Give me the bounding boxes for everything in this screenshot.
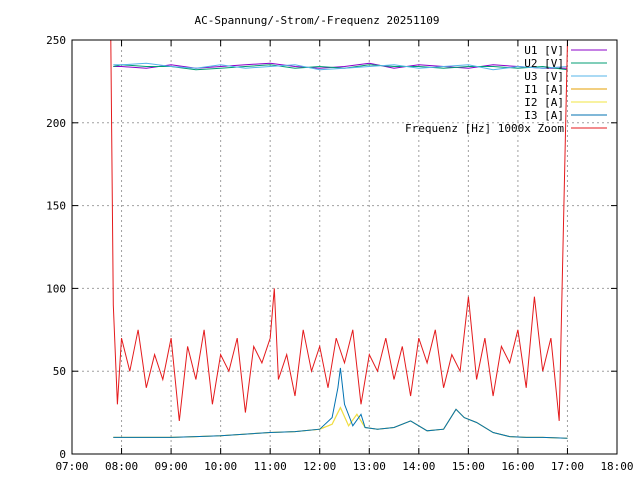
legend-label-frequenz-hz-1000x-zoom: Frequenz [Hz] 1000x Zoom xyxy=(405,122,564,135)
x-tick-label: 07:00 xyxy=(55,460,88,473)
x-tick-label: 17:00 xyxy=(551,460,584,473)
plot-frame xyxy=(71,39,618,455)
legend-label-i1-a: I1 [A] xyxy=(524,83,564,96)
chart-title: AC-Spannung/-Strom/-Frequenz 20251109 xyxy=(194,14,439,27)
x-tick-label: 11:00 xyxy=(254,460,287,473)
y-tick-label: 50 xyxy=(53,365,66,378)
y-tick-label: 150 xyxy=(46,200,66,213)
x-tick-label: 16:00 xyxy=(501,460,534,473)
x-tick-label: 10:00 xyxy=(204,460,237,473)
legend-label-i3-a: I3 [A] xyxy=(524,109,564,122)
series-line-u3-v xyxy=(113,62,568,71)
y-tick-label: 250 xyxy=(46,34,66,47)
series-layer xyxy=(110,39,568,439)
series-line-frequenz-hz-1000x-zoom xyxy=(110,39,568,421)
y-tick-label: 0 xyxy=(59,448,66,461)
x-tick-label: 08:00 xyxy=(105,460,138,473)
legend-label-u3-v: U3 [V] xyxy=(524,70,564,83)
legend-label-u2-v: U2 [V] xyxy=(524,57,564,70)
grid xyxy=(72,40,617,454)
y-tick-label: 100 xyxy=(46,282,66,295)
x-tick-label: 14:00 xyxy=(402,460,435,473)
y-axis: 0 50 100 150 200 250 xyxy=(46,34,617,461)
series-line-i3-a xyxy=(113,367,568,439)
x-tick-label: 12:00 xyxy=(303,460,336,473)
legend-label-u1-v: U1 [V] xyxy=(524,44,564,57)
legend: U1 [V]U2 [V]U3 [V]I1 [A]I2 [A]I3 [A]Freq… xyxy=(405,44,607,135)
x-axis: 07:00 08:00 09:00 10:00 11:00 12:00 13:00 14:00… xyxy=(55,40,634,473)
x-tick-label: 09:00 xyxy=(155,460,188,473)
x-tick-label: 18:00 xyxy=(600,460,633,473)
legend-label-i2-a: I2 [A] xyxy=(524,96,564,109)
y-tick-label: 200 xyxy=(46,117,66,130)
x-tick-label: 15:00 xyxy=(452,460,485,473)
x-tick-label: 13:00 xyxy=(353,460,386,473)
